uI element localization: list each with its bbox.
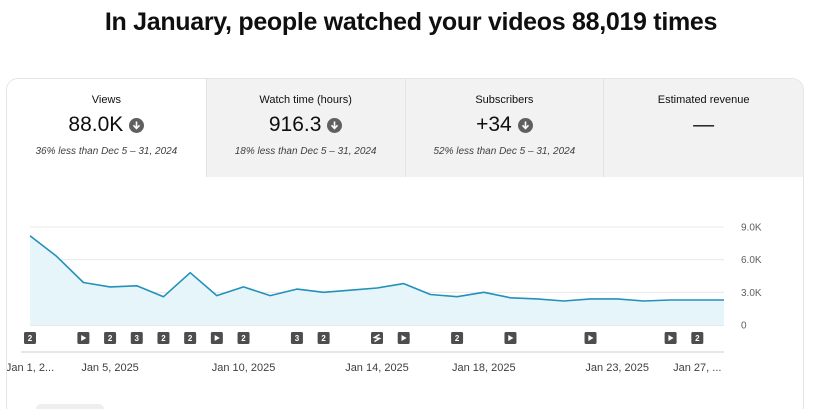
play-icon — [668, 335, 674, 341]
x-tick-label: Jan 27, ... — [673, 362, 721, 374]
upload-marker-count — [24, 332, 36, 344]
analytics-card: Views 88.0K 36% less than Dec 5 – 31, 20… — [6, 78, 804, 409]
metric-label: Subscribers — [475, 94, 534, 106]
play-icon — [508, 335, 514, 341]
metric-label: Watch time (hours) — [259, 94, 352, 106]
arrow-down-icon — [327, 117, 343, 133]
upload-marker-count: 3 — [135, 334, 140, 343]
upload-marker-count — [104, 332, 117, 344]
upload-marker-count — [290, 332, 303, 344]
y-tick-label: 0 — [741, 321, 747, 332]
metric-value: — — [693, 113, 715, 136]
y-tick-label: 6.0K — [741, 255, 762, 266]
upload-marker-count — [184, 332, 197, 344]
chart-series-line — [29, 235, 724, 302]
upload-marker-count: 2 — [161, 334, 166, 343]
metric-tab-subscribers[interactable]: Subscribers +34 52% less than Dec 5 – 31… — [404, 79, 604, 177]
upload-marker-count: 2 — [321, 334, 326, 343]
metric-tab-estimated-revenue[interactable]: Estimated revenue — — [603, 79, 803, 177]
shorts-icon — [372, 333, 382, 343]
page-headline: In January, people watched your videos 8… — [104, 8, 718, 36]
metric-comparison: 36% less than Dec 5 – 31, 2024 — [35, 146, 178, 157]
x-tick-label: Jan 23, 2025 — [585, 362, 649, 374]
upload-marker-count — [317, 332, 330, 344]
metric-label: Views — [91, 94, 121, 106]
play-icon — [81, 335, 87, 341]
metric-value: +34 — [476, 113, 512, 136]
upload-marker-count: 2 — [455, 334, 460, 343]
views-chart: 9.0K 6.0K 3.0K 0 2 2 3 2 2 2 3 2 2 2 Jan 1, 2... Jan 5,… — [7, 177, 803, 409]
metric-label: Estimated revenue — [657, 94, 750, 106]
upload-marker-count: 2 — [28, 334, 33, 343]
upload-marker-count: 2 — [241, 334, 246, 343]
upload-marker-count — [157, 332, 170, 344]
chart-area-fill — [30, 235, 724, 325]
x-tick-label: Jan 18, 2025 — [452, 362, 516, 374]
upload-marker-count: 2 — [188, 334, 193, 343]
x-tick-label: Jan 10, 2025 — [212, 362, 276, 374]
play-icon — [588, 335, 594, 341]
metric-tab-views[interactable]: Views 88.0K 36% less than Dec 5 – 31, 20… — [7, 79, 206, 177]
metric-tab-watch-time[interactable]: Watch time (hours) 916.3 18% less than D… — [205, 79, 405, 177]
play-icon — [214, 335, 220, 341]
metric-tabs: Views 88.0K 36% less than Dec 5 – 31, 20… — [7, 79, 803, 177]
upload-marker-count — [130, 332, 143, 344]
metric-comparison: 52% less than Dec 5 – 31, 2024 — [433, 146, 576, 157]
x-tick-label: Jan 5, 2025 — [81, 362, 139, 374]
upload-marker-count — [451, 332, 464, 344]
more-button[interactable] — [36, 404, 104, 409]
arrow-down-icon — [517, 117, 533, 133]
y-tick-label: 3.0K — [741, 288, 762, 299]
views-chart-svg: 9.0K 6.0K 3.0K 0 2 2 3 2 2 2 3 2 2 2 Jan 1, 2... Jan 5,… — [7, 223, 762, 375]
x-tick-label: Jan 1, 2... — [7, 362, 54, 374]
upload-marker-count — [237, 332, 250, 344]
upload-marker-count: 2 — [108, 334, 113, 343]
metric-value: 916.3 — [268, 113, 322, 136]
upload-marker-count: 3 — [295, 334, 300, 343]
y-tick-label: 9.0K — [741, 223, 762, 234]
play-icon — [401, 335, 407, 341]
arrow-down-icon — [129, 117, 145, 133]
metric-value: 88.0K — [68, 113, 124, 136]
upload-marker-count — [691, 332, 704, 344]
x-tick-label: Jan 14, 2025 — [345, 362, 409, 374]
upload-marker-count: 2 — [695, 334, 700, 343]
metric-comparison: 18% less than Dec 5 – 31, 2024 — [234, 146, 377, 157]
